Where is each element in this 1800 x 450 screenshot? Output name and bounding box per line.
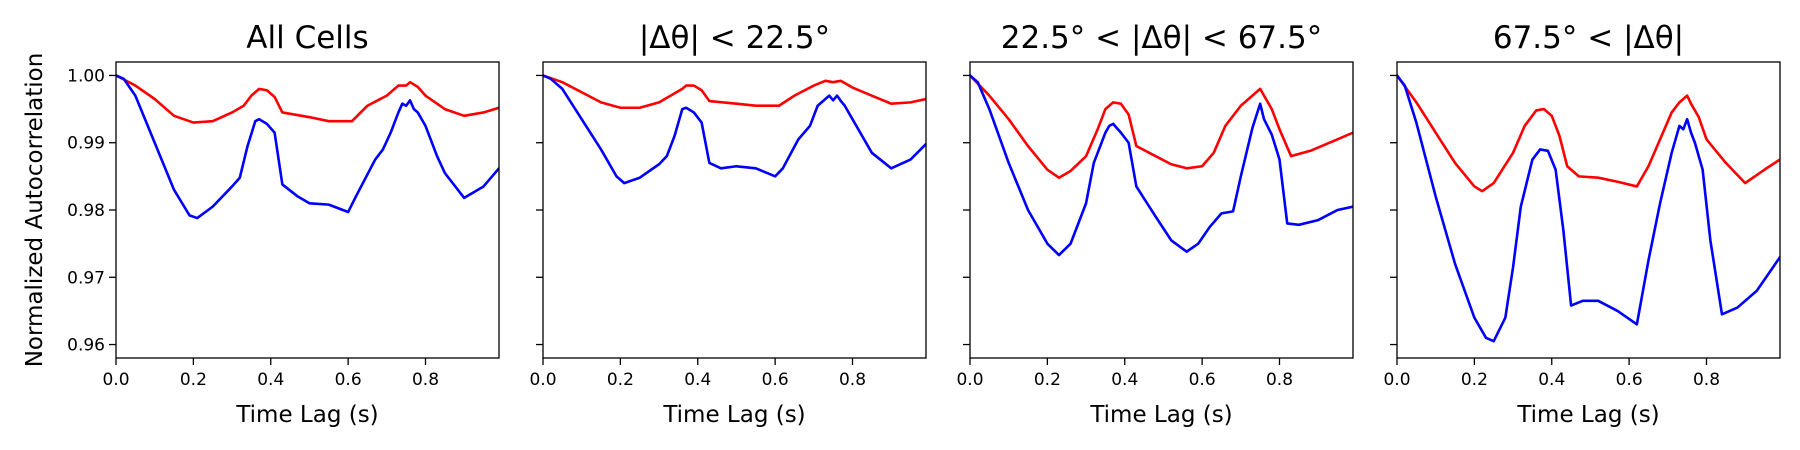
- panel-2-series-red-line: [543, 74, 926, 110]
- panel-4: 0.0 0.2 0.4 0.6 0.8 67.5° < |Δθ| Time Lag (s): [1383, 20, 1781, 428]
- x-tick-label: 0.6: [762, 370, 789, 390]
- panel-2-series-blue-line: [543, 74, 926, 185]
- panel-2-title: |Δθ| < 22.5°: [639, 20, 830, 56]
- x-tick-label: 0.8: [1693, 370, 1720, 390]
- x-tick-label: 0.0: [956, 370, 983, 390]
- x-tick-label: 0.0: [1383, 370, 1410, 390]
- y-tick-label: 0.99: [67, 134, 105, 154]
- x-tick-label: 0.8: [839, 370, 866, 390]
- panel-2-x-axis-label: Time Lag (s): [662, 402, 805, 428]
- y-tick-label: 0.98: [67, 201, 105, 221]
- panel-1-series-red-line: [116, 74, 499, 124]
- panel-3-title: 22.5° < |Δθ| < 67.5°: [1001, 20, 1322, 56]
- x-tick-label: 0.2: [180, 370, 207, 390]
- x-tick-label: 0.4: [257, 370, 284, 390]
- panel-3: 0.0 0.2 0.4 0.6 0.8 22.5° < |Δθ| < 67.5° Time …: [956, 20, 1354, 428]
- panel-4-x-axis-label: Time Lag (s): [1516, 402, 1659, 428]
- x-tick-label: 0.2: [1034, 370, 1061, 390]
- x-tick-label: 0.4: [1538, 370, 1565, 390]
- panel-4-series-blue-line: [1397, 74, 1780, 343]
- panel-1: 0.0 0.2 0.4 0.6 0.8 0.96 0.97 0.98 0.99 1.00 All C…: [67, 20, 500, 428]
- x-tick-label: 0.8: [412, 370, 439, 390]
- x-tick-label: 0.6: [1189, 370, 1216, 390]
- x-tick-label: 0.0: [102, 370, 129, 390]
- y-axis-label: Normalized Autocorrelation: [22, 53, 48, 368]
- x-tick-label: 0.6: [335, 370, 362, 390]
- panel-4-series-red-line: [1397, 74, 1780, 193]
- y-tick-label: 0.97: [67, 268, 105, 288]
- y-tick-label: 0.96: [67, 336, 105, 356]
- x-tick-label: 0.4: [1111, 370, 1138, 390]
- x-tick-label: 0.2: [607, 370, 634, 390]
- x-tick-label: 0.6: [1616, 370, 1643, 390]
- x-tick-label: 0.0: [529, 370, 556, 390]
- panel-1-series-blue-line: [116, 74, 499, 220]
- panel-2-axes-frame: [542, 61, 927, 359]
- x-tick-label: 0.4: [684, 370, 711, 390]
- x-tick-label: 0.2: [1461, 370, 1488, 390]
- panel-1-title: All Cells: [246, 20, 368, 56]
- panel-2: 0.0 0.2 0.4 0.6 0.8 |Δθ| < 22.5° Time Lag (s): [529, 20, 927, 428]
- panel-3-series-red-line: [970, 74, 1353, 180]
- panel-4-title: 67.5° < |Δθ|: [1493, 20, 1684, 56]
- x-tick-label: 0.8: [1266, 370, 1293, 390]
- panel-1-x-axis-label: Time Lag (s): [235, 402, 378, 428]
- y-tick-label: 1.00: [67, 66, 105, 86]
- panel-3-series-blue-line: [970, 74, 1353, 257]
- panel-3-x-axis-label: Time Lag (s): [1089, 402, 1232, 428]
